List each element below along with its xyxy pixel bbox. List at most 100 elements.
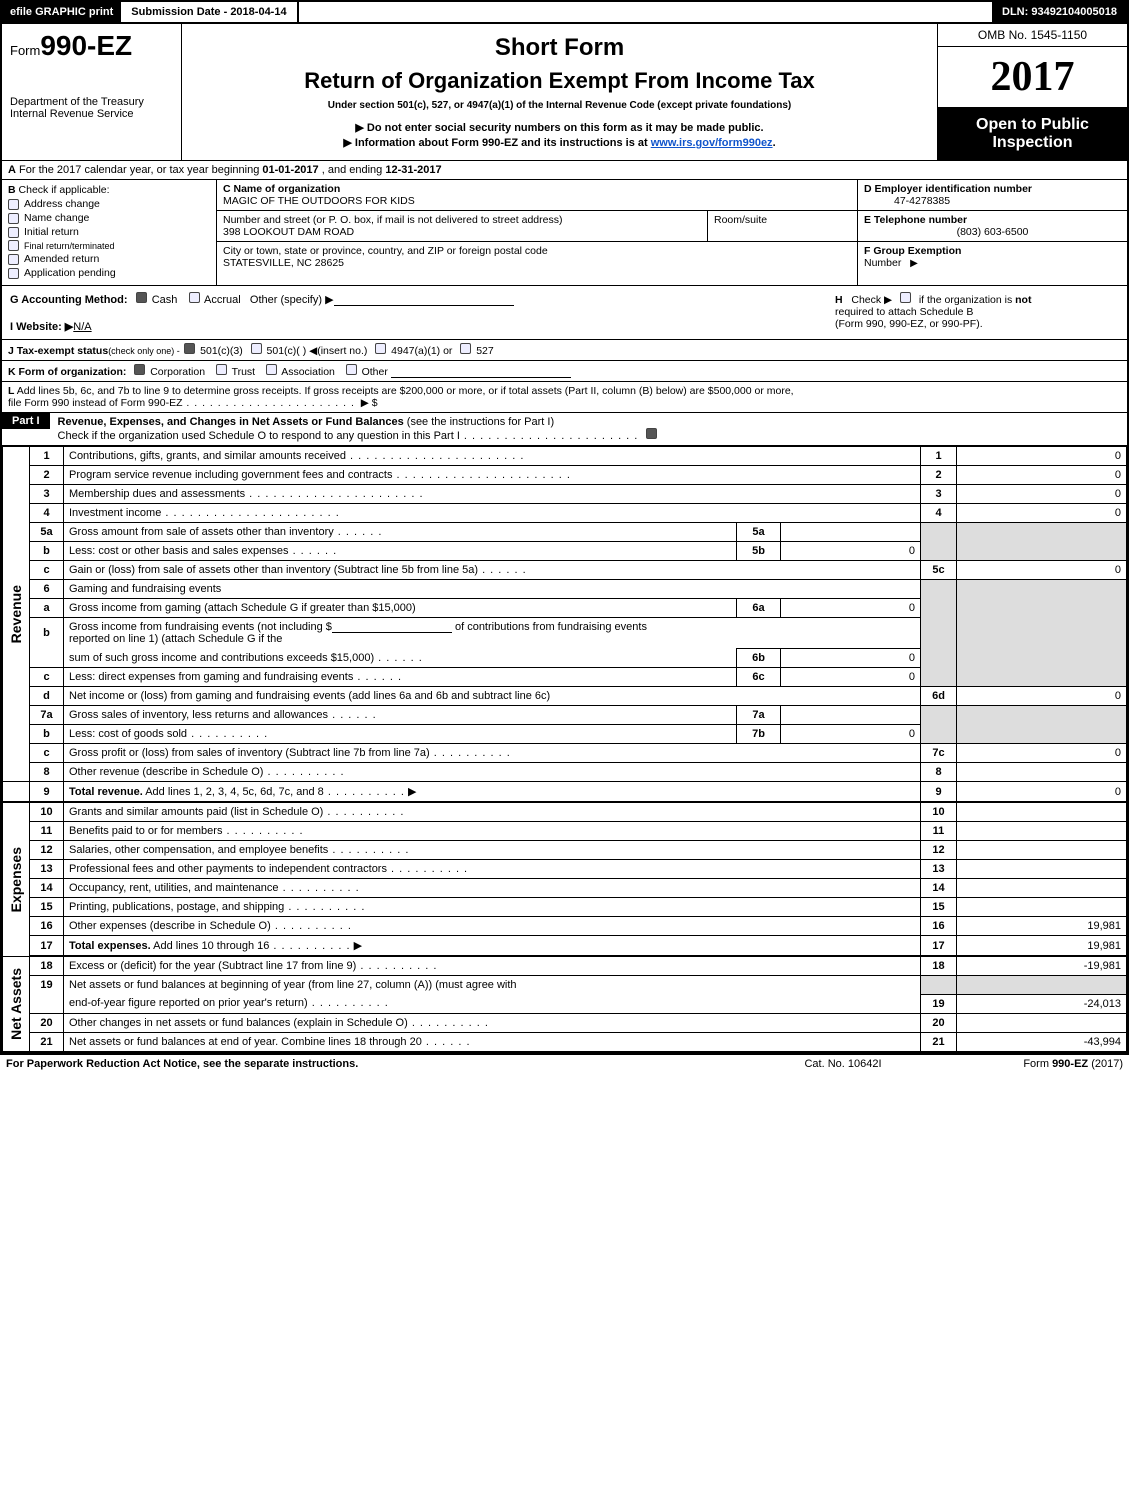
j-o2-pre: 501(c)(	[267, 345, 300, 357]
j-o1: 501(c)(3)	[200, 345, 243, 357]
shade-cell	[921, 580, 957, 599]
ln: 18	[30, 956, 64, 976]
info-link[interactable]: www.irs.gov/form990ez	[651, 137, 773, 149]
checkbox-icon[interactable]	[8, 227, 19, 238]
ln: 20	[30, 1013, 64, 1032]
sub: 6b	[737, 649, 781, 668]
ln: 16	[30, 917, 64, 936]
col: 20	[921, 1013, 957, 1032]
checkbox-icon[interactable]	[8, 240, 19, 251]
chk-label: Amended return	[24, 253, 99, 265]
ln: 12	[30, 841, 64, 860]
row-a-pre: For the 2017 calendar year, or tax year …	[19, 164, 262, 176]
col: 13	[921, 860, 957, 879]
c-street-row: Number and street (or P. O. box, if mail…	[217, 211, 857, 242]
subamt	[781, 706, 921, 725]
radio-accrual-icon[interactable]	[189, 292, 200, 303]
t: Gaming and fundraising events	[64, 580, 921, 599]
t: Membership dues and assessments	[69, 488, 424, 500]
subamt	[781, 523, 921, 542]
line-5b: b Less: cost or other basis and sales ex…	[3, 542, 1127, 561]
ln: c	[30, 668, 64, 687]
amt	[957, 860, 1127, 879]
revenue-label: Revenue	[8, 585, 24, 643]
amt	[957, 841, 1127, 860]
form-prefix: Form	[10, 43, 40, 58]
h-label: H	[835, 294, 843, 306]
t: Gross amount from sale of assets other t…	[69, 526, 382, 538]
c-street-label: Number and street (or P. O. box, if mail…	[223, 214, 562, 226]
checkbox-icon[interactable]	[8, 213, 19, 224]
ln: d	[30, 687, 64, 706]
expenses-label: Expenses	[8, 847, 24, 912]
radio-4947-icon[interactable]	[375, 343, 386, 354]
ln: b	[30, 542, 64, 561]
checkbox-icon[interactable]	[8, 199, 19, 210]
line-20: 20 Other changes in net assets or fund b…	[3, 1013, 1127, 1032]
ln-blank	[30, 994, 64, 1013]
amt	[957, 763, 1127, 782]
checkbox-icon[interactable]	[8, 268, 19, 279]
t: Net assets or fund balances at end of ye…	[69, 1036, 471, 1048]
i-website: N/A	[73, 321, 91, 333]
t: Less: direct expenses from gaming and fu…	[69, 671, 402, 683]
chk-label: Initial return	[24, 226, 79, 238]
amt	[957, 822, 1127, 841]
t: Contributions, gifts, grants, and simila…	[69, 450, 524, 462]
amt	[957, 898, 1127, 917]
subamt: 0	[781, 542, 921, 561]
col: 16	[921, 917, 957, 936]
row-a-mid: , and ending	[319, 164, 386, 176]
radio-501c3-icon[interactable]	[184, 343, 195, 354]
line-7c: c Gross profit or (loss) from sales of i…	[3, 744, 1127, 763]
part1-check: Check if the organization used Schedule …	[58, 430, 639, 442]
ln: 17	[30, 936, 64, 957]
section-expenses: Expenses	[3, 802, 30, 956]
part1-label: Part I	[2, 413, 50, 429]
checkbox-h-icon[interactable]	[900, 292, 911, 303]
col: 19	[921, 994, 957, 1013]
line-8: 8 Other revenue (describe in Schedule O)…	[3, 763, 1127, 782]
line-17: 17 Total expenses. Add lines 10 through …	[3, 936, 1127, 957]
radio-corp-icon[interactable]	[134, 364, 145, 375]
desc: Contributions, gifts, grants, and simila…	[64, 447, 921, 466]
room-suite-label: Room/suite	[714, 214, 767, 226]
sub: 7a	[737, 706, 781, 725]
radio-other-icon[interactable]	[346, 364, 357, 375]
t: Gross income from gaming (attach Schedul…	[64, 599, 737, 618]
ln: c	[30, 561, 64, 580]
chk-label: Name change	[24, 212, 89, 224]
row-gh: G Accounting Method: Cash Accrual Other …	[2, 286, 1127, 340]
shade-cell	[957, 523, 1127, 542]
info-pre: ▶ Information about Form 990-EZ and its …	[343, 137, 650, 149]
t: Investment income	[69, 507, 340, 519]
shade-cell	[921, 618, 957, 649]
radio-cash-icon[interactable]	[136, 292, 147, 303]
t: Occupancy, rent, utilities, and maintena…	[69, 882, 360, 894]
line-5a: 5a Gross amount from sale of assets othe…	[3, 523, 1127, 542]
submission-date: Submission Date - 2018-04-14	[121, 2, 298, 22]
col: 10	[921, 802, 957, 822]
radio-assoc-icon[interactable]	[266, 364, 277, 375]
line-7a: 7a Gross sales of inventory, less return…	[3, 706, 1127, 725]
amt: -19,981	[957, 956, 1127, 976]
shade-cell	[921, 976, 957, 995]
ln: a	[30, 599, 64, 618]
radio-501c-icon[interactable]	[251, 343, 262, 354]
schedule-o-check-icon[interactable]	[646, 428, 657, 439]
j-label: J Tax-exempt status	[8, 345, 108, 357]
subamt: 0	[781, 668, 921, 687]
radio-trust-icon[interactable]	[216, 364, 227, 375]
t1: Gross income from fundraising events (no…	[69, 621, 332, 633]
ln: 11	[30, 822, 64, 841]
checkbox-icon[interactable]	[8, 254, 19, 265]
row-h: H Check ▶ if the organization is not req…	[827, 286, 1127, 339]
radio-527-icon[interactable]	[460, 343, 471, 354]
part1-text: Revenue, Expenses, and Changes in Net As…	[50, 413, 1127, 445]
form-page: efile GRAPHIC print Submission Date - 20…	[0, 0, 1129, 1055]
dept-treasury: Department of the Treasury	[10, 96, 173, 108]
ln: 8	[30, 763, 64, 782]
subamt: 0	[781, 725, 921, 744]
shade-cell	[957, 976, 1127, 995]
l-text1: Add lines 5b, 6c, and 7b to line 9 to de…	[17, 385, 794, 397]
